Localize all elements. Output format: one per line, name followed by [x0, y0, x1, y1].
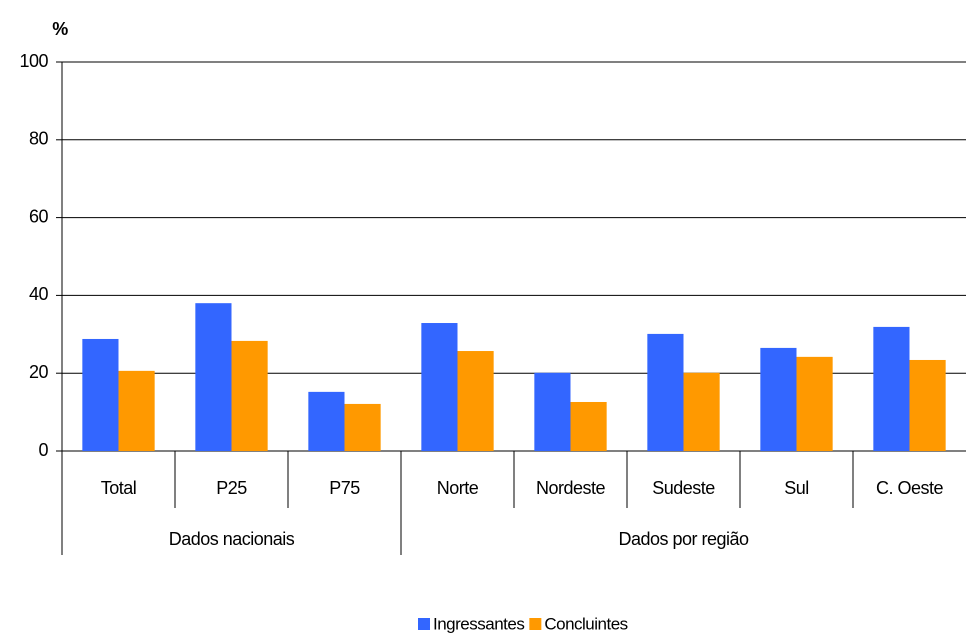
y-tick-label: 100	[19, 51, 48, 71]
legend-swatch	[529, 618, 542, 630]
bar	[760, 347, 797, 451]
x-tick-label: P75	[329, 478, 360, 498]
bar	[344, 403, 381, 451]
x-tick-label: P25	[216, 478, 247, 498]
y-tick-label: 0	[38, 440, 48, 460]
bar	[421, 323, 458, 451]
bar	[647, 333, 684, 451]
bar	[796, 356, 833, 451]
x-tick-label: C. Oeste	[876, 478, 944, 498]
legend-label: Ingressantes	[433, 614, 524, 633]
y-tick-label: 80	[29, 129, 49, 149]
bar	[534, 372, 571, 451]
legend-label: Concluintes	[544, 614, 627, 633]
bar	[308, 391, 345, 451]
bar	[195, 303, 232, 451]
y-tick-label: 20	[29, 362, 49, 382]
bar	[683, 372, 720, 451]
bar	[873, 326, 910, 451]
group-label: Dados nacionais	[169, 529, 295, 549]
bar	[82, 338, 119, 451]
bar	[118, 370, 155, 451]
x-tick-label: Total	[101, 478, 137, 498]
x-tick-label: Sudeste	[652, 478, 715, 498]
y-tick-label: 40	[29, 284, 49, 304]
bar	[909, 359, 946, 451]
bar	[231, 340, 268, 451]
bar	[457, 351, 494, 451]
x-tick-label: Sul	[784, 478, 809, 498]
group-label: Dados por região	[618, 529, 749, 549]
x-tick-label: Nordeste	[536, 478, 606, 498]
bar	[570, 401, 607, 451]
legend-swatch	[418, 618, 430, 630]
y-axis-label: %	[52, 19, 68, 39]
y-tick-label: 60	[29, 206, 49, 226]
x-tick-label: Norte	[437, 478, 479, 498]
